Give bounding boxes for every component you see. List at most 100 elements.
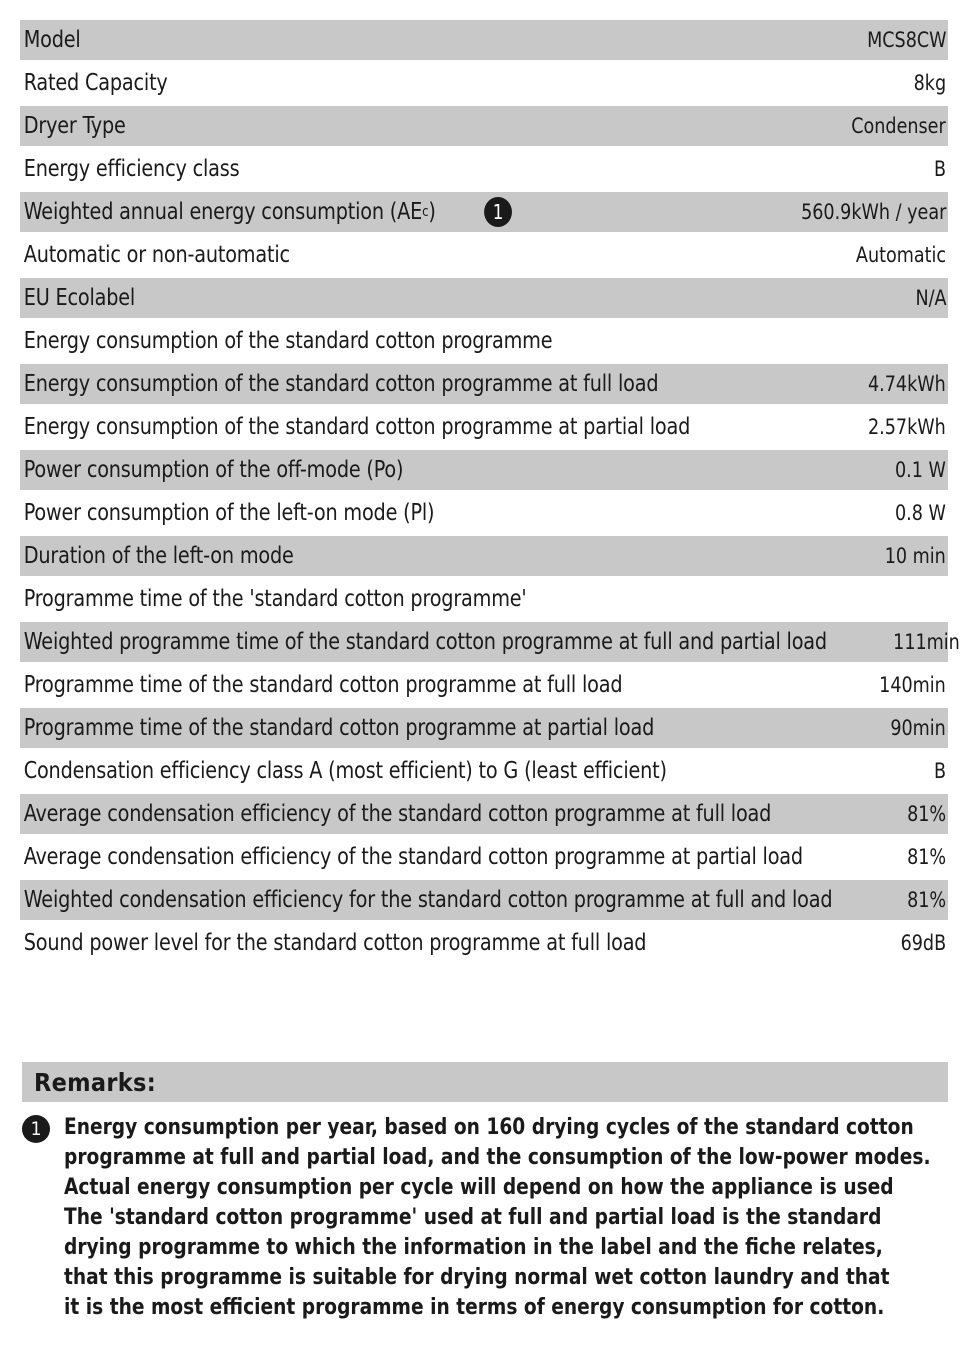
spec-value: B	[934, 156, 947, 181]
remark-line: The 'standard cotton programme' used at …	[64, 1204, 882, 1230]
spec-value: 10 min	[885, 543, 947, 568]
spec-label: Rated Capacity	[20, 70, 168, 96]
spec-label-text: Rated Capacity	[23, 69, 168, 96]
spec-label-text: Average condensation efficiency of the s…	[23, 800, 772, 827]
spec-label-text: Power consumption of the off-mode (Po)	[23, 456, 404, 483]
spec-label-text: Programme time of the standard cotton pr…	[23, 671, 623, 698]
spec-label: Power consumption of the left-on mode (P…	[20, 499, 435, 526]
spec-value: 81%	[907, 801, 947, 826]
spec-row: Weighted condensation efficiency for the…	[20, 879, 948, 920]
spec-value: 4.74kWh	[868, 371, 947, 396]
spec-label: Energy consumption of the standard cotto…	[20, 413, 691, 440]
remark-line: programme at full and partial load, and …	[64, 1144, 931, 1170]
spec-value: 8kg	[913, 70, 947, 95]
spec-value: N/A	[915, 285, 947, 310]
spec-label-text: Sound power level for the standard cotto…	[23, 929, 647, 956]
spec-label: Energy consumption of the standard cotto…	[20, 327, 553, 354]
spec-label-text: Weighted programme time of the standard …	[23, 628, 827, 655]
remarks-title: Remarks:	[34, 1067, 157, 1097]
spec-row: Power consumption of the off-mode (Po) 0.…	[20, 449, 948, 490]
spec-row: Automatic or non-automatic Automatic	[20, 233, 948, 276]
spec-label-suffix: )	[428, 198, 436, 225]
spec-value: 111min	[892, 629, 960, 654]
spec-label-text: Programme time of the 'standard cotton p…	[23, 585, 527, 612]
spec-label: Sound power level for the standard cotto…	[20, 929, 647, 956]
spec-label: Weighted annual energy consumption (AE c)…	[20, 196, 512, 227]
spec-value: 560.9kWh / year	[800, 199, 947, 224]
remark-text: Energy consumption per year, based on 16…	[64, 1112, 931, 1322]
spec-label-text: Programme time of the standard cotton pr…	[23, 714, 655, 741]
spec-label: Model	[20, 27, 81, 53]
remark-note: 1 Energy consumption per year, based on …	[22, 1112, 932, 1322]
spec-label: Automatic or non-automatic	[20, 242, 290, 268]
spec-label-text: Energy consumption of the standard cotto…	[23, 413, 691, 440]
note-marker-icon: 1	[484, 196, 512, 227]
spec-row: Condensation efficiency class A (most ef…	[20, 749, 948, 792]
remark-line: that this programme is suitable for dryi…	[64, 1264, 890, 1290]
note-marker-icon: 1	[22, 1115, 50, 1143]
spec-label: Programme time of the 'standard cotton p…	[20, 586, 527, 612]
spec-row: Dryer Type Condenser	[20, 105, 948, 146]
spec-row: Duration of the left-on mode 10 min	[20, 535, 948, 576]
spec-row: Weighted annual energy consumption (AE c)…	[20, 191, 948, 232]
spec-label: Energy consumption of the standard cotto…	[20, 370, 659, 397]
spec-label-text: Energy consumption of the standard cotto…	[23, 327, 553, 354]
spec-label: Programme time of the standard cotton pr…	[20, 671, 623, 698]
spec-value: B	[934, 758, 947, 783]
spec-value: Condenser	[851, 113, 947, 138]
spec-value: 90min	[890, 715, 947, 740]
spec-label-subscript: c	[422, 203, 429, 220]
spec-row: Sound power level for the standard cotto…	[20, 921, 948, 964]
spec-label-text: Condensation efficiency class A (most ef…	[23, 757, 667, 784]
spec-label-text: Automatic or non-automatic	[23, 241, 290, 268]
remarks-header: Remarks:	[22, 1062, 948, 1102]
remark-line: it is the most efficient programme in te…	[64, 1294, 885, 1320]
spec-label: Duration of the left-on mode	[20, 543, 294, 569]
spec-label: EU Ecolabel	[20, 284, 136, 311]
spec-value: 69dB	[900, 930, 947, 955]
spec-label: Condensation efficiency class A (most ef…	[20, 758, 667, 784]
spec-label-text: Average condensation efficiency of the s…	[23, 843, 803, 870]
spec-label: Weighted programme time of the standard …	[20, 629, 827, 655]
spec-label: Dryer Type	[20, 113, 126, 139]
spec-label: Weighted condensation efficiency for the…	[20, 886, 833, 913]
spec-row: Weighted programme time of the standard …	[20, 621, 960, 662]
spec-label-text: Power consumption of the left-on mode (P…	[23, 499, 435, 526]
spec-table: Model MCS8CW Rated Capacity 8kg Dryer Type Co…	[20, 18, 960, 964]
spec-row: EU Ecolabel N/A	[20, 277, 948, 318]
spec-label: Power consumption of the off-mode (Po)	[20, 456, 404, 483]
spec-value: 2.57kWh	[868, 414, 947, 439]
spec-row: Energy consumption of the standard cotto…	[20, 405, 948, 448]
spec-label: Average condensation efficiency of the s…	[20, 800, 772, 827]
spec-value: 140min	[879, 672, 947, 697]
spec-label-text: Dryer Type	[23, 112, 126, 139]
spec-row: Average condensation efficiency of the s…	[20, 835, 948, 878]
spec-label-text: EU Ecolabel	[23, 284, 136, 311]
remark-line: Actual energy consumption per cycle will…	[64, 1174, 894, 1200]
spec-row: Energy efficiency class B	[20, 147, 948, 190]
spec-label-text: Energy efficiency class	[23, 155, 240, 182]
spec-row: Power consumption of the left-on mode (P…	[20, 491, 948, 534]
spec-label-text: Energy consumption of the standard cotto…	[23, 370, 659, 397]
spec-row: Energy consumption of the standard cotto…	[20, 319, 948, 362]
spec-row: Energy consumption of the standard cotto…	[20, 363, 948, 404]
spec-row: Average condensation efficiency of the s…	[20, 793, 948, 834]
spec-label: Energy efficiency class	[20, 155, 240, 182]
remark-line: drying programme to which the informatio…	[64, 1234, 883, 1260]
spec-value: 81%	[907, 887, 947, 912]
spec-label-text: Duration of the left-on mode	[23, 542, 294, 569]
spec-row: Programme time of the standard cotton pr…	[20, 707, 948, 748]
spec-label: Average condensation efficiency of the s…	[20, 844, 803, 870]
spec-row: Programme time of the standard cotton pr…	[20, 663, 948, 706]
spec-label-text: Model	[23, 26, 81, 53]
spec-row: Model MCS8CW	[20, 19, 948, 60]
spec-value: 0.8 W	[895, 500, 947, 525]
spec-value: 0.1 W	[895, 457, 947, 482]
remark-line: Energy consumption per year, based on 16…	[64, 1114, 914, 1140]
spec-row: Rated Capacity 8kg	[20, 61, 948, 104]
spec-label: Programme time of the standard cotton pr…	[20, 714, 655, 741]
spec-value: Automatic	[856, 242, 947, 267]
spec-value: MCS8CW	[866, 27, 947, 52]
spec-row: Programme time of the 'standard cotton p…	[20, 577, 948, 620]
spec-label-text: Weighted condensation efficiency for the…	[23, 886, 833, 913]
